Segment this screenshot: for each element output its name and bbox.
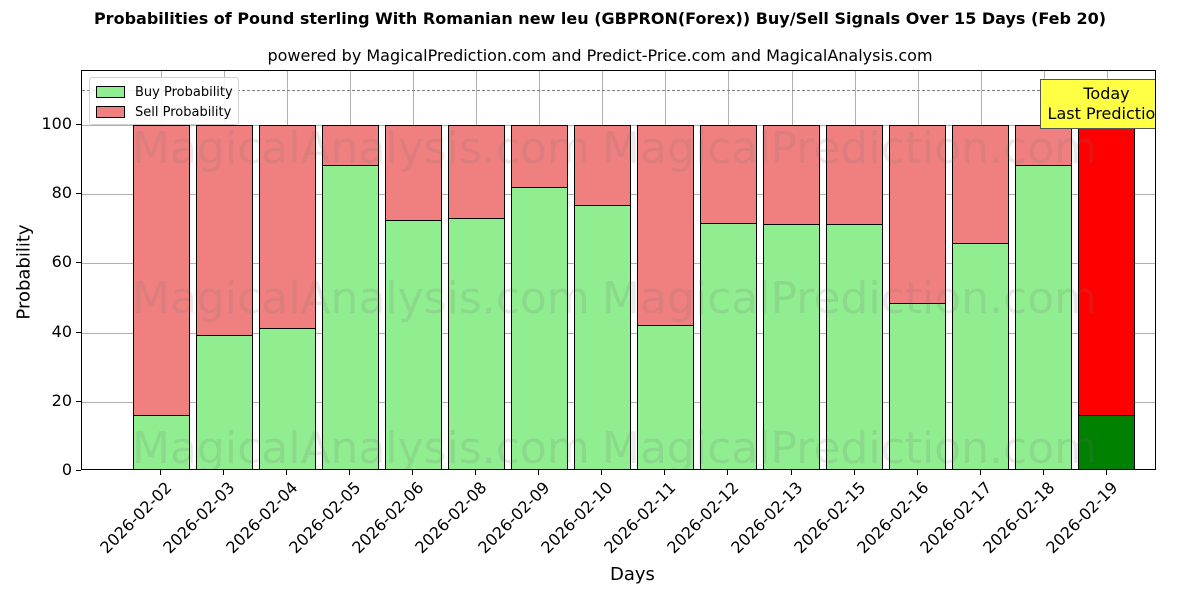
bar-sell-2026-02-19 [1078,125,1136,416]
legend-label-buy: Buy Probability [135,84,233,100]
legend: Buy Probability Sell Probability [89,77,239,125]
bar-buy-2026-02-15 [826,223,884,469]
bar-sell-2026-02-13 [763,125,820,225]
annotation-line2: Last Prediction [1047,104,1156,123]
y-tick-label: 60 [51,252,72,272]
legend-label-sell: Sell Probability [135,104,232,120]
bar-sell-2026-02-15 [826,125,884,225]
bar-buy-2026-02-09 [510,186,568,469]
bar-buy-2026-02-02 [132,414,190,469]
bar-buy-2026-02-08 [447,218,505,469]
x-tick-mark [1042,470,1044,475]
annotation-line1: Today [1083,84,1130,103]
bar-buy-2026-02-19 [1078,414,1136,469]
bar-sell-2026-02-09 [510,125,568,188]
y-tick-mark [76,331,81,333]
buy-swatch-icon [96,86,125,98]
bar-buy-2026-02-13 [763,223,820,469]
legend-item-buy: Buy Probability [96,84,233,100]
plot-area: MagicalAnalysis.comMagicalPrediction.com… [81,70,1156,470]
y-tick-label: 20 [51,390,72,410]
bar-sell-2026-02-10 [573,125,631,206]
y-tick-label: 40 [51,321,72,341]
bar-buy-2026-02-06 [384,220,442,469]
x-tick-mark [349,470,351,475]
bar-sell-2026-02-06 [384,125,442,222]
y-tick-mark [76,400,81,402]
sell-swatch-icon [96,106,125,118]
y-tick-mark [76,262,81,264]
y-tick-mark [76,193,81,195]
bar-sell-2026-02-02 [132,125,190,416]
y-tick-mark [76,470,81,471]
chart-title: Probabilities of Pound sterling With Rom… [93,9,1107,28]
y-tick-label: 100 [41,114,72,133]
bar-sell-2026-02-11 [636,125,694,326]
bar-sell-2026-02-18 [1015,125,1073,167]
bar-sell-2026-02-05 [321,125,379,167]
x-axis-label: Days [610,564,655,585]
bar-buy-2026-02-17 [952,242,1010,469]
x-tick-mark [1105,470,1107,475]
bar-buy-2026-02-18 [1015,165,1073,469]
x-tick-mark [160,470,161,475]
y-tick-label: 80 [51,183,72,203]
bar-sell-2026-02-04 [258,125,316,330]
x-tick-mark [916,470,918,475]
y-tick-mark [76,124,81,125]
x-tick-mark [475,470,477,475]
bar-sell-2026-02-16 [889,125,947,304]
x-tick-mark [790,470,792,475]
bar-sell-2026-02-17 [952,125,1010,244]
x-tick-mark [853,470,855,475]
bar-sell-2026-02-08 [447,125,505,220]
bar-sell-2026-02-03 [195,125,253,337]
x-tick-mark [538,470,540,475]
chart-subtitle: powered by MagicalPrediction.com and Pre… [267,46,933,65]
today-annotation: Today Last Prediction [1040,79,1156,129]
bar-buy-2026-02-05 [321,165,379,469]
y-axis-label: Probability [13,224,35,320]
x-tick-mark [223,470,225,475]
reference-line [82,90,1155,92]
bar-buy-2026-02-16 [889,302,947,469]
x-tick-mark [979,470,981,475]
bar-buy-2026-02-12 [699,222,757,469]
bar-buy-2026-02-10 [573,204,631,469]
x-tick-mark [601,470,603,475]
x-tick-mark [727,470,729,475]
x-tick-mark [286,470,288,475]
bar-buy-2026-02-11 [636,324,694,469]
x-tick-mark [412,470,414,475]
bar-buy-2026-02-03 [195,335,253,469]
legend-item-sell: Sell Probability [96,104,231,120]
bar-buy-2026-02-04 [258,328,316,469]
y-tick-label: 0 [61,460,72,479]
x-tick-mark [664,470,666,475]
bar-sell-2026-02-12 [699,125,757,224]
